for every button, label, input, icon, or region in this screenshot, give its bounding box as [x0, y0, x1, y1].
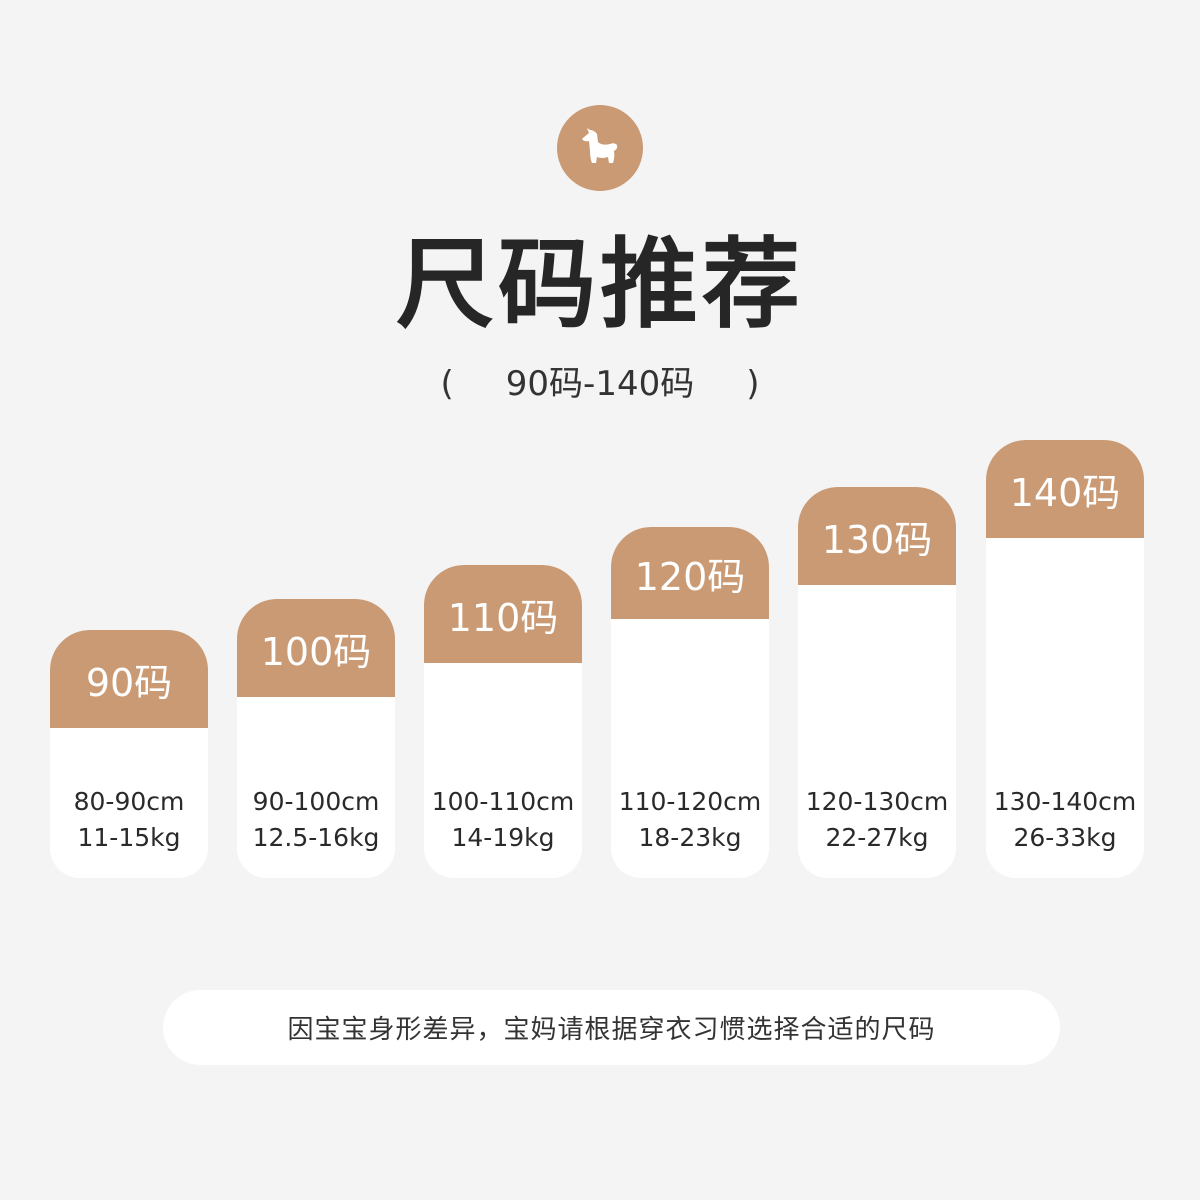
height-range: 80-90cm [73, 787, 185, 816]
weight-range: 26-33kg [1013, 823, 1117, 852]
fit-note: 因宝宝身形差异，宝妈请根据穿衣习惯选择合适的尺码 [163, 990, 1060, 1065]
paren-open: ( [440, 364, 454, 404]
weight-range: 14-19kg [451, 823, 555, 852]
size-card: 120码 110-120cm 18-23kg [611, 527, 769, 878]
height-range: 120-130cm [805, 787, 949, 816]
weight-range: 22-27kg [825, 823, 929, 852]
size-label: 130码 [798, 487, 956, 585]
size-label: 90码 [50, 630, 208, 728]
page-title: 尺码推荐 [395, 228, 804, 342]
size-card: 130码 120-130cm 22-27kg [798, 487, 956, 878]
size-range: (90码-140码) [0, 356, 1200, 405]
weight-range: 11-15kg [77, 823, 181, 852]
size-card: 100码 90-100cm 12.5-16kg [237, 599, 395, 878]
size-label: 100码 [237, 599, 395, 697]
alpaca-icon [582, 128, 618, 163]
size-card: 110码 100-110cm 14-19kg [424, 565, 582, 878]
height-range: 90-100cm [252, 787, 380, 816]
weight-range: 12.5-16kg [252, 823, 380, 852]
size-label: 110码 [424, 565, 582, 663]
height-range: 100-110cm [431, 787, 575, 816]
size-label: 140码 [986, 440, 1144, 538]
height-range: 130-140cm [993, 787, 1137, 816]
size-card: 90码 80-90cm 11-15kg [50, 630, 208, 878]
brand-logo [557, 105, 643, 191]
size-label: 120码 [611, 527, 769, 619]
size-card: 140码 130-140cm 26-33kg [986, 440, 1144, 878]
height-range: 110-120cm [618, 787, 762, 816]
weight-range: 18-23kg [638, 823, 742, 852]
paren-close: ) [746, 364, 760, 404]
range-text: 90码-140码 [505, 364, 695, 404]
